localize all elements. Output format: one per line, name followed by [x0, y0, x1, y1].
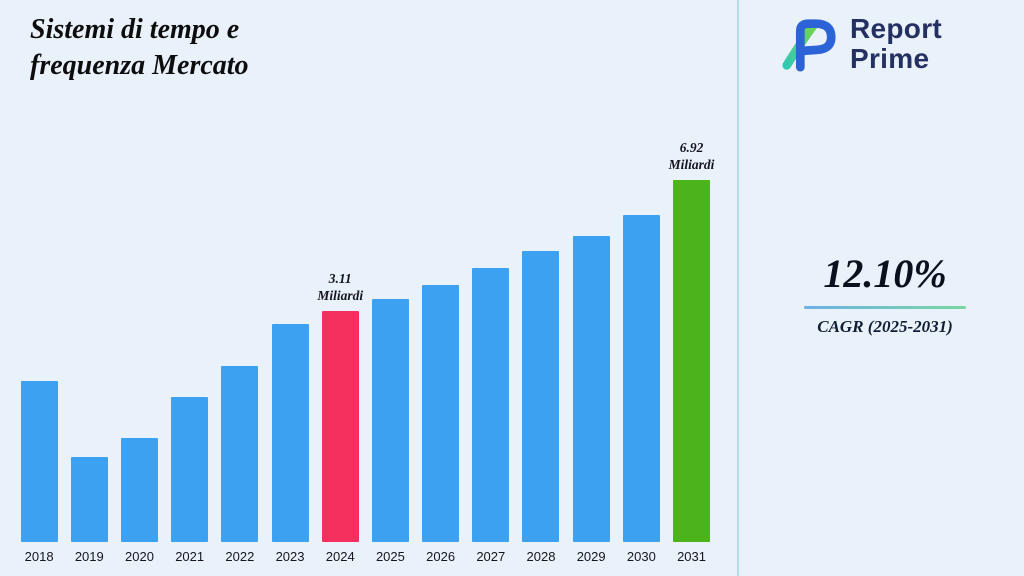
bar-2026: [422, 285, 460, 542]
bar-column-2026: [416, 150, 466, 542]
bar-2022: [221, 366, 259, 542]
x-axis-label-2027: 2027: [476, 549, 506, 564]
cagr-panel: 12.10% CAGR (2025-2031): [762, 250, 1008, 337]
x-axis-label-2023: 2023: [275, 549, 305, 564]
report-prime-logo: Report Prime: [778, 14, 942, 74]
bar-column-2024: 3.11 Miliardi: [315, 150, 365, 542]
bar-column-2031: 6.92 Miliardi: [666, 140, 716, 542]
bar-column-2029: [566, 150, 616, 542]
logo-text-line1: Report: [850, 13, 943, 44]
bar-column-2021: [165, 150, 215, 542]
bar-2025: [371, 299, 409, 542]
bar-column-2020: [114, 150, 164, 542]
bar-column-2022: [215, 150, 265, 542]
bar-2030: [622, 215, 660, 542]
bar-2028: [522, 251, 560, 542]
page-title: Sistemi di tempo e frequenza Mercato: [30, 12, 249, 85]
bar-2023: [271, 324, 309, 542]
x-axis: 2018 2019 2020 2021 2022 2023 2024 2025 2026 2027…: [14, 549, 717, 564]
vertical-divider: [737, 0, 739, 576]
x-axis-label-2026: 2026: [426, 549, 456, 564]
bars-row: 3.11 Miliardi 6.92 Miliardi: [14, 140, 717, 542]
bar-column-2019: [64, 150, 114, 542]
page-title-line2: frequenza Mercato: [30, 50, 249, 82]
bar-column-2023: [265, 150, 315, 542]
x-axis-label-2031: 2031: [677, 549, 706, 564]
cagr-value: 12.10%: [823, 251, 947, 296]
x-axis-label-2022: 2022: [225, 549, 255, 564]
logo-text-line2: Prime: [850, 42, 930, 74]
bar-chart: 3.11 Miliardi 6.92 Miliardi 2018 2019 2020 202…: [14, 140, 717, 564]
report-prime-logo-icon: [782, 19, 836, 72]
bar-2018: [20, 381, 58, 542]
bar-2031: [673, 180, 711, 542]
bar-value-label-2024: 3.11 Miliardi: [317, 271, 364, 304]
x-axis-label-2021: 2021: [175, 549, 205, 564]
bar-2027: [472, 268, 510, 542]
bar-2021: [171, 397, 209, 542]
bar-column-2028: [516, 150, 566, 542]
x-axis-label-2020: 2020: [125, 549, 154, 564]
bar-2020: [120, 438, 158, 542]
bar-2024: [321, 311, 359, 542]
x-axis-label-2028: 2028: [526, 549, 556, 564]
x-axis-label-2025: 2025: [375, 549, 405, 564]
bar-column-2018: [14, 150, 64, 542]
bar-2019: [70, 457, 108, 542]
cagr-underline: [804, 306, 966, 309]
x-axis-label-2018: 2018: [24, 549, 54, 564]
bar-column-2027: [466, 150, 516, 542]
x-axis-label-2029: 2029: [576, 549, 606, 564]
page-title-line1: Sistemi di tempo e: [30, 14, 240, 45]
x-axis-label-2030: 2030: [626, 549, 656, 564]
bar-2029: [572, 236, 610, 542]
logo-text: Report Prime: [850, 14, 942, 74]
x-axis-label-2019: 2019: [74, 549, 104, 564]
bar-column-2025: [365, 150, 415, 542]
cagr-caption: CAGR (2025-2031): [817, 317, 953, 336]
bar-value-label-2031: 6.92 Miliardi: [668, 140, 715, 173]
bar-column-2030: [616, 150, 666, 542]
x-axis-label-2024: 2024: [325, 549, 355, 564]
